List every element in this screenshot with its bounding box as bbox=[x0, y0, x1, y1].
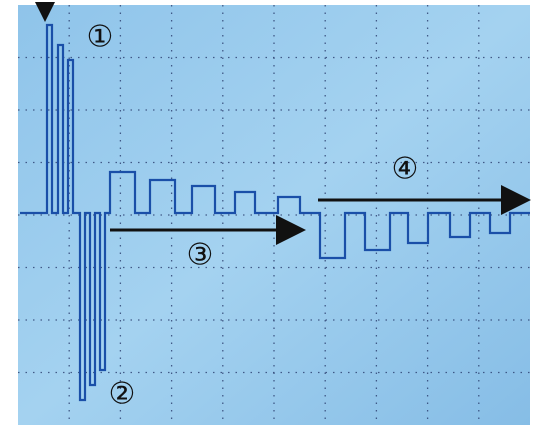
page: ① ② ③ ④ (() => { const data = JSON.parse… bbox=[0, 0, 543, 433]
annotation: ④ bbox=[392, 152, 419, 187]
oscilloscope-photo: ① ② ③ ④ bbox=[0, 0, 543, 433]
annotation: ① bbox=[87, 20, 114, 55]
annotation: ③ bbox=[187, 238, 214, 273]
annotation: ② bbox=[109, 377, 136, 412]
